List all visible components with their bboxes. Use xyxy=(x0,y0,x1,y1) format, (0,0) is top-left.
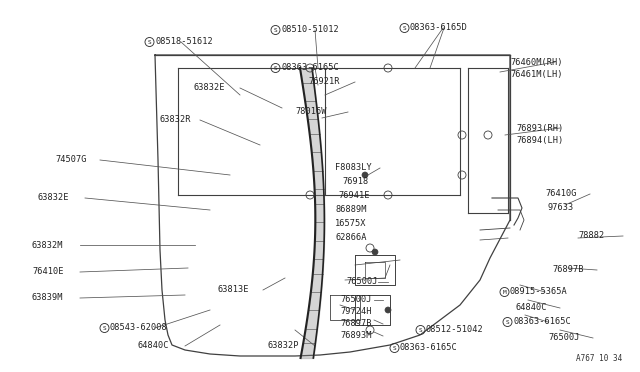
Text: 63832E: 63832E xyxy=(193,83,225,93)
Text: S: S xyxy=(148,39,152,45)
Text: 08363-6165C: 08363-6165C xyxy=(400,343,458,353)
Text: 16575X: 16575X xyxy=(335,219,367,228)
Text: 08510-51012: 08510-51012 xyxy=(281,26,339,35)
Text: 76500J: 76500J xyxy=(548,334,579,343)
Circle shape xyxy=(372,249,378,255)
Text: S: S xyxy=(403,26,406,31)
Text: 76921R: 76921R xyxy=(308,77,339,87)
Text: 08363-6165C: 08363-6165C xyxy=(513,317,571,327)
Text: 63839M: 63839M xyxy=(32,294,63,302)
Text: 76918: 76918 xyxy=(342,177,368,186)
Text: 76893(RH): 76893(RH) xyxy=(516,124,563,132)
Text: 76893M: 76893M xyxy=(340,331,371,340)
Text: 63832P: 63832P xyxy=(268,341,300,350)
Text: S: S xyxy=(392,346,396,350)
Text: 08512-51042: 08512-51042 xyxy=(426,326,484,334)
Text: 62866A: 62866A xyxy=(335,234,367,243)
Text: 76941E: 76941E xyxy=(338,192,369,201)
Text: 78882: 78882 xyxy=(578,231,604,241)
Text: 76897B: 76897B xyxy=(552,266,584,275)
Text: 76460M(RH): 76460M(RH) xyxy=(510,58,563,67)
Text: F8083LY: F8083LY xyxy=(335,164,372,173)
Text: 76410G: 76410G xyxy=(545,189,577,199)
Text: 64840C: 64840C xyxy=(516,304,547,312)
Text: S: S xyxy=(506,320,509,324)
Text: 76897B: 76897B xyxy=(340,320,371,328)
Text: S: S xyxy=(102,326,106,330)
Text: 63832E: 63832E xyxy=(38,193,70,202)
Text: 08518-51612: 08518-51612 xyxy=(155,38,212,46)
Text: 76894(LH): 76894(LH) xyxy=(516,137,563,145)
Text: 76500J: 76500J xyxy=(340,295,371,305)
Text: 76410E: 76410E xyxy=(32,267,63,276)
Text: S: S xyxy=(274,65,277,71)
Text: 76500J: 76500J xyxy=(346,278,378,286)
Text: 97633: 97633 xyxy=(548,202,574,212)
Text: 64840C: 64840C xyxy=(138,341,170,350)
Text: 63832M: 63832M xyxy=(32,241,63,250)
Circle shape xyxy=(385,307,391,313)
Text: 08915-5365A: 08915-5365A xyxy=(510,288,568,296)
Text: 79724H: 79724H xyxy=(340,308,371,317)
Text: 78016W: 78016W xyxy=(295,108,326,116)
Circle shape xyxy=(362,172,368,178)
Text: 86889M: 86889M xyxy=(335,205,367,215)
Text: 63813E: 63813E xyxy=(218,285,250,295)
Text: 63832R: 63832R xyxy=(160,115,191,125)
Text: 74507G: 74507G xyxy=(55,155,86,164)
Text: M: M xyxy=(502,289,506,295)
Text: 76461M(LH): 76461M(LH) xyxy=(510,71,563,80)
Text: A767 10 34: A767 10 34 xyxy=(576,354,622,363)
Text: S: S xyxy=(274,28,277,32)
Text: 08363-6165D: 08363-6165D xyxy=(410,23,468,32)
Text: 08363-6165C: 08363-6165C xyxy=(281,64,339,73)
Text: 08543-62008: 08543-62008 xyxy=(110,324,168,333)
Text: S: S xyxy=(419,327,422,333)
